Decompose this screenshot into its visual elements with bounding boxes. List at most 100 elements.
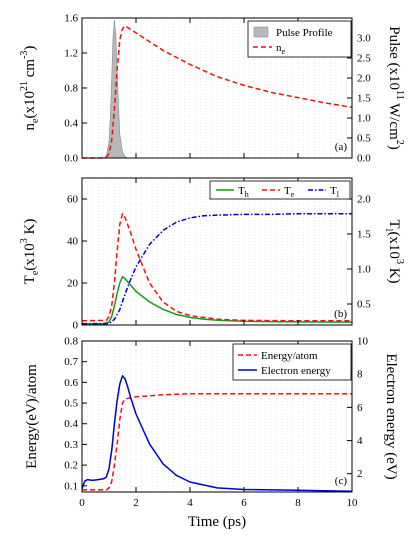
x-tick-label: 2	[133, 497, 139, 509]
panel-b-plot	[81, 212, 353, 325]
panel-b-ylabel-right-sup: 3	[394, 259, 405, 264]
legend-entry-sub: e	[291, 190, 295, 199]
y-tick-label-left: 0	[73, 320, 79, 332]
legend-entry-text: Energy/atom	[261, 350, 318, 362]
legend-entry: Electron energy	[261, 365, 331, 377]
panel-a-ylabel-right-sup2: 2	[394, 140, 405, 145]
series-line-c-1	[81, 375, 353, 492]
y-tick-label-right: 2.0	[357, 194, 371, 206]
panel-a-label: (a)	[335, 141, 348, 153]
x-axis-label: Time (ps)	[188, 514, 246, 530]
panel-c-frame	[81, 340, 353, 493]
series-line-b-2	[82, 212, 352, 325]
y-tick-label-left: 0.8	[64, 336, 78, 348]
panel-b-ylabel-right-sub: l	[383, 229, 394, 232]
panel-a-ylabel-right-rest: W/cm	[386, 100, 402, 140]
y-tick-label-left: 20	[67, 278, 79, 290]
y-tick-label-left: 0.5	[64, 398, 78, 410]
legend-box	[232, 343, 352, 381]
panel-b-ylabel-left: Te(x103 K)	[19, 219, 41, 285]
panel-b-ylabel-left-rest: (x10	[22, 243, 38, 271]
y-tick-label-right: 0.5	[357, 299, 371, 311]
y-tick-label-right: 1.5	[357, 229, 371, 241]
panel-b-ylabel-left-main: T	[22, 275, 38, 284]
y-tick-label-left: 40	[67, 236, 79, 248]
legend-entry: Energy/atom	[261, 350, 318, 362]
panel-a-legend: Pulse Profile ne	[247, 20, 352, 58]
panel-c-grid	[87, 341, 347, 492]
x-tick-labels: 0 2 4 6 8 10	[79, 497, 358, 509]
x-tick-label: 4	[187, 497, 193, 509]
panel-b-grid	[87, 178, 347, 325]
legend-entry: Pulse Profile	[276, 27, 333, 39]
panel-c-axes: 0.1 0.2 0.3 0.4 0.5 0.6 0.7 0.8 2 4 6 8 10	[64, 336, 368, 493]
panel-a-ylabel-left-sup2: -3	[19, 51, 30, 59]
panel-a-plot	[82, 19, 353, 159]
legend-entry-text: T	[238, 185, 245, 197]
legend-entry-sub: e	[282, 47, 286, 56]
panel-b-ylabel-right: Tl(x103 K)	[383, 219, 405, 283]
panel-b-frame	[81, 177, 353, 326]
panel-b-axes: 0 20 40 60 0.5 1.0 1.5 2.0	[67, 178, 371, 332]
y-tick-label-left: 0.4	[64, 418, 78, 430]
y-tick-label-right: 10	[357, 336, 369, 348]
legend-entry-sub: l	[337, 190, 340, 199]
legend-entry-text: Electron energy	[261, 365, 331, 377]
panel-b-ylabel-left-sup: 3	[19, 238, 30, 243]
panel-b-ylabel-left-close: K)	[22, 219, 38, 239]
y-tick-label-left: 0.1	[64, 480, 78, 492]
x-tick-label: 10	[347, 497, 359, 509]
legend-entry: Th	[238, 185, 249, 199]
panel-b-ylabel-right-close: K)	[386, 264, 402, 284]
legend-entry-text: n	[276, 42, 282, 54]
y-tick-label-left: 0.6	[64, 377, 78, 389]
panel-a-ylabel-right: Pulse (x1011 W/cm2)	[386, 26, 405, 150]
panel-b-legend: Th Te Tl	[209, 180, 351, 200]
panel-c-label: (c)	[335, 475, 348, 487]
panel-a-ylabel-right-close: )	[386, 145, 402, 150]
panel-c-ylabel-left: Energy(eV)/atom	[24, 364, 40, 469]
panel-a-grid	[87, 18, 347, 158]
x-tick-label: 6	[241, 497, 247, 509]
y-tick-label-left: 1.2	[64, 48, 78, 60]
y-tick-label-left: 0.0	[64, 153, 78, 165]
series-line-b-1	[81, 212, 352, 322]
panel-a-ylabel-left-sup: 21	[19, 81, 30, 91]
panel-c: 0.1 0.2 0.3 0.4 0.5 0.6 0.7 0.8 2 4 6 8 10 (c) Energ…	[24, 336, 399, 493]
panel-c-ylabel-left-main: Energy(eV)/atom	[24, 364, 40, 469]
legend-entry-text: Pulse Profile	[276, 27, 333, 39]
y-tick-label-left: 0.4	[64, 118, 78, 130]
panel-b-ylabel-left-sub: e	[30, 270, 41, 275]
x-tick-label: 0	[79, 497, 85, 509]
y-tick-label-left: 0.3	[64, 439, 78, 451]
legend-entry: Te	[284, 185, 295, 199]
y-tick-label-right: 0.5	[357, 133, 371, 145]
series-pulse-profile-area	[102, 19, 129, 159]
panel-b-label: (b)	[334, 308, 347, 320]
legend-entry-text: T	[330, 185, 337, 197]
panel-a-ylabel-left-tail: cm	[22, 59, 38, 81]
y-tick-label-left: 0.8	[64, 83, 78, 95]
panel-a-ylabel-right-sup: 11	[394, 90, 405, 100]
y-tick-label-left: 60	[67, 194, 79, 206]
legend-entry: Tl	[330, 185, 340, 199]
y-tick-label-right: 2	[357, 468, 363, 480]
panel-a: 0.0 0.4 0.8 1.2 1.6 0.0 0.5 1.0 1.5 2.0 2.5 3.0 (a)…	[19, 13, 405, 165]
y-tick-label-right: 0.0	[357, 153, 371, 165]
panel-a-ylabel-left-sub: e	[30, 118, 41, 123]
legend-entry: ne	[276, 42, 286, 56]
legend-swatch	[253, 26, 269, 38]
y-tick-label-right: 8	[357, 369, 363, 381]
panel-c-ylabel-right: Electron energy (eV)	[383, 353, 399, 479]
y-tick-label-right: 4	[357, 435, 363, 447]
y-tick-label-right: 1.5	[357, 93, 371, 105]
y-tick-label-right: 2.0	[357, 73, 371, 85]
y-tick-label-left: 1.6	[64, 13, 78, 25]
panel-a-ylabel-right-main: Pulse (x10	[386, 26, 402, 90]
series-line-c-0	[82, 392, 352, 491]
panel-c-legend: Energy/atom Electron energy	[232, 343, 352, 381]
panel-a-axes: 0.0 0.4 0.8 1.2 1.6 0.0 0.5 1.0 1.5 2.0 2.5 3.0	[64, 13, 371, 165]
legend-entry-text: T	[284, 185, 291, 197]
